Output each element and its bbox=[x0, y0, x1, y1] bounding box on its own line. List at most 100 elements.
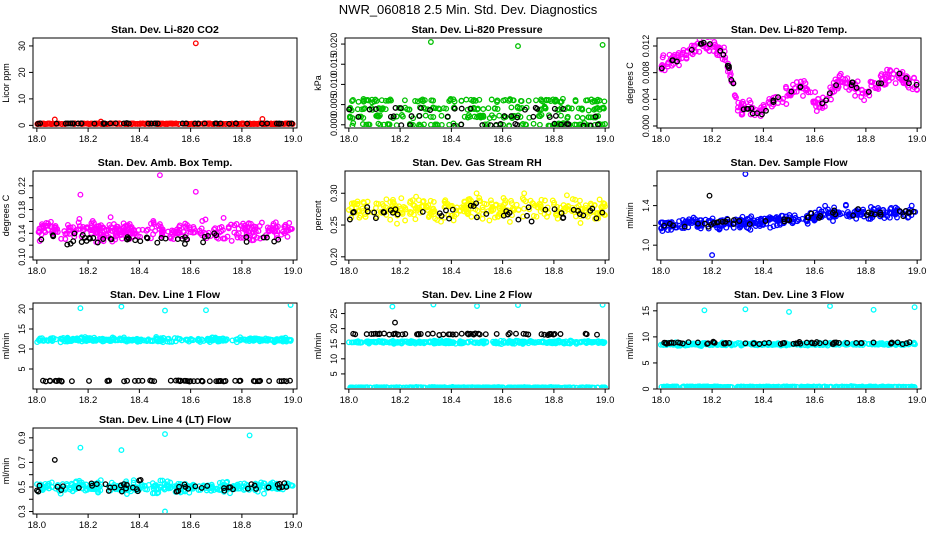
data-point bbox=[164, 478, 171, 485]
data-point bbox=[577, 220, 584, 226]
data-point bbox=[539, 98, 546, 105]
y-tick-label: 1.0 bbox=[641, 239, 651, 252]
series-secondary bbox=[35, 120, 295, 127]
data-point bbox=[690, 214, 697, 221]
data-point bbox=[541, 103, 548, 110]
data-point bbox=[150, 231, 157, 238]
y-tick-label: 5 bbox=[641, 360, 651, 365]
data-point bbox=[832, 384, 839, 388]
data-point bbox=[400, 384, 407, 388]
outlier-point bbox=[118, 447, 125, 454]
data-point bbox=[599, 209, 606, 216]
data-point bbox=[464, 106, 471, 113]
outlier-point bbox=[162, 508, 168, 513]
data-point bbox=[188, 336, 195, 343]
data-point bbox=[37, 120, 44, 127]
data-point bbox=[289, 482, 296, 489]
data-point bbox=[756, 341, 763, 347]
data-point bbox=[544, 332, 551, 338]
data-point bbox=[748, 213, 755, 220]
data-point bbox=[155, 222, 162, 229]
series-main bbox=[34, 304, 294, 346]
data-point bbox=[871, 211, 878, 218]
data-point bbox=[59, 481, 66, 488]
outlier-point bbox=[389, 304, 396, 310]
data-point bbox=[514, 114, 521, 121]
data-point bbox=[500, 201, 507, 208]
data-point bbox=[587, 200, 594, 207]
data-point bbox=[542, 384, 549, 388]
data-point bbox=[491, 339, 498, 346]
data-point bbox=[738, 111, 745, 118]
outlier-point bbox=[118, 304, 125, 310]
data-point bbox=[281, 377, 287, 384]
y-tick-label: 0 bbox=[641, 386, 651, 391]
y-axis-label: ml/min bbox=[313, 333, 323, 360]
data-point bbox=[270, 220, 277, 227]
data-point bbox=[213, 232, 220, 239]
data-point bbox=[252, 336, 259, 343]
x-tick-label: 18.6 bbox=[493, 395, 512, 406]
outlier-point bbox=[706, 192, 713, 199]
series-main bbox=[34, 431, 296, 513]
data-point bbox=[500, 121, 507, 127]
data-point bbox=[215, 337, 221, 343]
data-point bbox=[490, 384, 497, 388]
data-point bbox=[206, 378, 213, 385]
data-point bbox=[127, 337, 134, 343]
data-point bbox=[458, 97, 465, 104]
data-point bbox=[76, 215, 83, 222]
data-point bbox=[892, 80, 899, 87]
x-tick-label: 18.4 bbox=[130, 134, 149, 145]
data-point bbox=[687, 383, 693, 388]
data-point bbox=[158, 235, 165, 241]
data-point bbox=[734, 107, 741, 114]
data-point bbox=[467, 202, 474, 209]
data-point bbox=[840, 75, 846, 82]
data-point bbox=[700, 39, 707, 46]
data-point bbox=[875, 80, 882, 87]
data-point bbox=[506, 123, 513, 127]
chart-title: Stan. Dev. Li-820 Temp. bbox=[731, 24, 847, 36]
y-tick-label: 10 bbox=[641, 332, 651, 342]
data-point bbox=[715, 218, 722, 225]
x-tick-label: 18.4 bbox=[442, 266, 461, 277]
y-axis-label: percent bbox=[313, 200, 323, 231]
data-point bbox=[67, 240, 74, 247]
y-axis-label: ml/min bbox=[625, 333, 635, 360]
data-point bbox=[195, 335, 202, 342]
data-point bbox=[263, 234, 270, 241]
data-point bbox=[530, 113, 537, 120]
data-point bbox=[582, 202, 589, 209]
data-point bbox=[681, 223, 688, 230]
y-tick-label: 20 bbox=[17, 304, 27, 314]
outlier-point bbox=[870, 306, 877, 313]
data-point bbox=[903, 340, 910, 347]
data-point bbox=[596, 97, 603, 104]
data-point bbox=[563, 192, 570, 199]
x-tick-label: 18.4 bbox=[130, 520, 149, 531]
data-point bbox=[520, 340, 527, 346]
data-point bbox=[849, 79, 856, 86]
data-point bbox=[69, 120, 76, 127]
data-point bbox=[756, 383, 763, 388]
data-point bbox=[736, 218, 743, 224]
data-point bbox=[832, 211, 839, 218]
data-point bbox=[877, 384, 884, 388]
y-tick-label: 5 bbox=[17, 366, 27, 371]
data-point bbox=[745, 383, 752, 388]
data-point bbox=[488, 208, 495, 214]
y-axis-label: ml/min bbox=[1, 458, 11, 485]
series-band-low bbox=[347, 384, 608, 388]
data-point bbox=[512, 120, 519, 127]
data-point bbox=[722, 384, 729, 388]
x-tick-label: 18.4 bbox=[754, 266, 773, 277]
y-tick-label: 0.005 bbox=[329, 93, 339, 116]
data-point bbox=[420, 104, 427, 111]
data-point bbox=[280, 228, 286, 235]
data-point bbox=[511, 340, 518, 347]
data-point bbox=[108, 337, 115, 344]
chart-panel: Stan. Dev. Line 3 Flow ml/min 18.0 18.2 18.4… bbox=[625, 289, 926, 406]
data-point bbox=[380, 209, 387, 215]
x-tick-label: 18.2 bbox=[703, 266, 722, 277]
